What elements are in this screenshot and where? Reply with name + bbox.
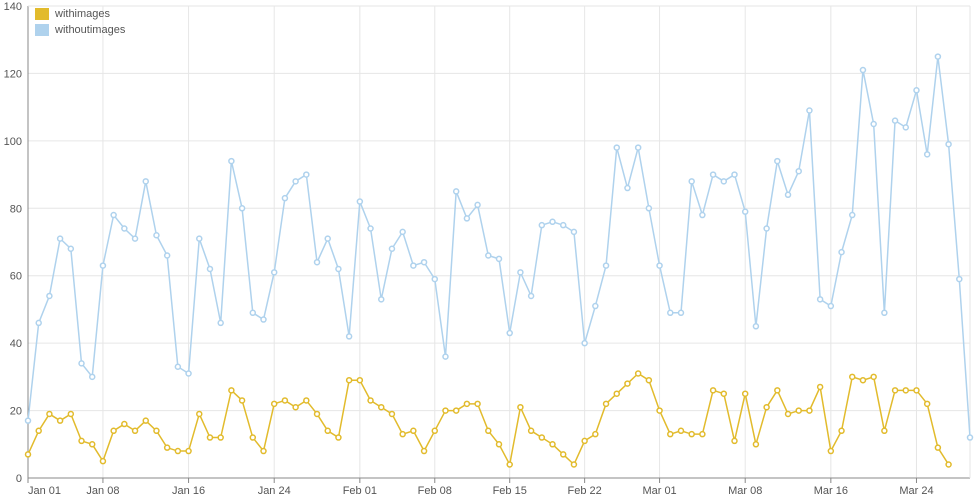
svg-text:140: 140	[4, 1, 22, 13]
svg-text:Feb 15: Feb 15	[493, 485, 527, 497]
legend-item-withimages: withimages	[35, 8, 125, 20]
svg-text:Mar 08: Mar 08	[728, 485, 762, 497]
svg-text:Jan 08: Jan 08	[86, 485, 119, 497]
svg-text:Mar 16: Mar 16	[814, 485, 848, 497]
chart-container: withimages withoutimages 0 20 40 60 80 100 120…	[0, 0, 980, 500]
svg-text:80: 80	[10, 203, 22, 215]
svg-text:120: 120	[4, 68, 22, 80]
svg-text:Mar 24: Mar 24	[899, 485, 933, 497]
legend-label-withimages: withimages	[55, 8, 110, 20]
legend-swatch-withimages	[35, 8, 49, 20]
legend: withimages withoutimages	[35, 8, 125, 40]
legend-swatch-withoutimages	[35, 24, 49, 36]
svg-text:40: 40	[10, 338, 22, 350]
legend-label-withoutimages: withoutimages	[55, 24, 125, 36]
svg-text:Feb 08: Feb 08	[418, 485, 452, 497]
svg-text:0: 0	[16, 473, 22, 485]
legend-item-withoutimages: withoutimages	[35, 24, 125, 36]
svg-text:Mar 01: Mar 01	[642, 485, 676, 497]
svg-text:Jan 24: Jan 24	[258, 485, 291, 497]
svg-text:Jan 01: Jan 01	[28, 485, 61, 497]
svg-text:Feb 01: Feb 01	[343, 485, 377, 497]
svg-text:20: 20	[10, 406, 22, 418]
line-chart: 0 20 40 60 80 100 120 140 Jan 01 Jan 08 Jan 16 Jan …	[0, 0, 980, 500]
svg-text:60: 60	[10, 271, 22, 283]
svg-text:Feb 22: Feb 22	[568, 485, 602, 497]
svg-text:Jan 16: Jan 16	[172, 485, 205, 497]
svg-text:100: 100	[4, 136, 22, 148]
